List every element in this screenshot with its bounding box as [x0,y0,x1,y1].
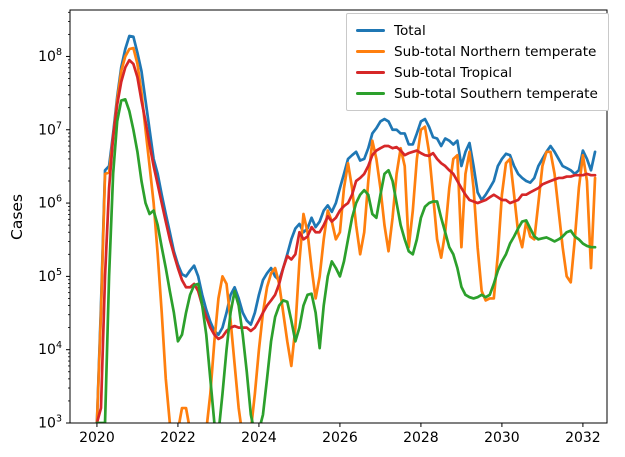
x-axis-tick-label: 2032 [565,430,601,446]
x-axis-tick-label: 2020 [79,430,115,446]
y-axis-tick-label: 104 [38,340,62,358]
axes-spines [69,9,608,424]
legend-label: Sub-total Southern temperate [394,85,598,102]
y-axis-tick-label: 108 [38,47,62,65]
x-axis-tick-label: 2022 [160,430,196,446]
legend-label: Total [394,22,426,39]
y-axis-tick-label: 105 [38,267,62,285]
legend-item: Sub-total Northern temperate [356,41,598,62]
series-line-sub-total-tropical [95,58,597,423]
legend-item: Sub-total Tropical [356,62,598,83]
y-axis-tick-label: 107 [38,120,62,138]
series-line-sub-total-northern-temperate [95,46,597,423]
series-line-total [95,34,597,423]
legend-item: Total [356,20,598,41]
legend-line-swatch [356,50,385,53]
x-axis-tick-label: 2028 [403,430,439,446]
y-axis-label: Cases [8,193,26,241]
y-axis-tick-label: 103 [38,414,62,432]
legend-line-swatch [356,92,385,95]
legend-line-swatch [356,71,385,74]
x-axis-tick-label: 2030 [484,430,520,446]
series-line-sub-total-southern-temperate [95,97,597,423]
legend-label: Sub-total Northern temperate [394,43,597,60]
legend-line-swatch [356,29,385,32]
x-axis-tick-label: 2026 [322,430,358,446]
legend: Total Sub-total Northern temperate Sub-tot… [346,13,609,111]
legend-item: Sub-total Southern temperate [356,83,598,104]
x-axis-tick-label: 2024 [241,430,277,446]
legend-label: Sub-total Tropical [394,64,513,81]
y-axis-tick-label: 106 [38,194,62,212]
